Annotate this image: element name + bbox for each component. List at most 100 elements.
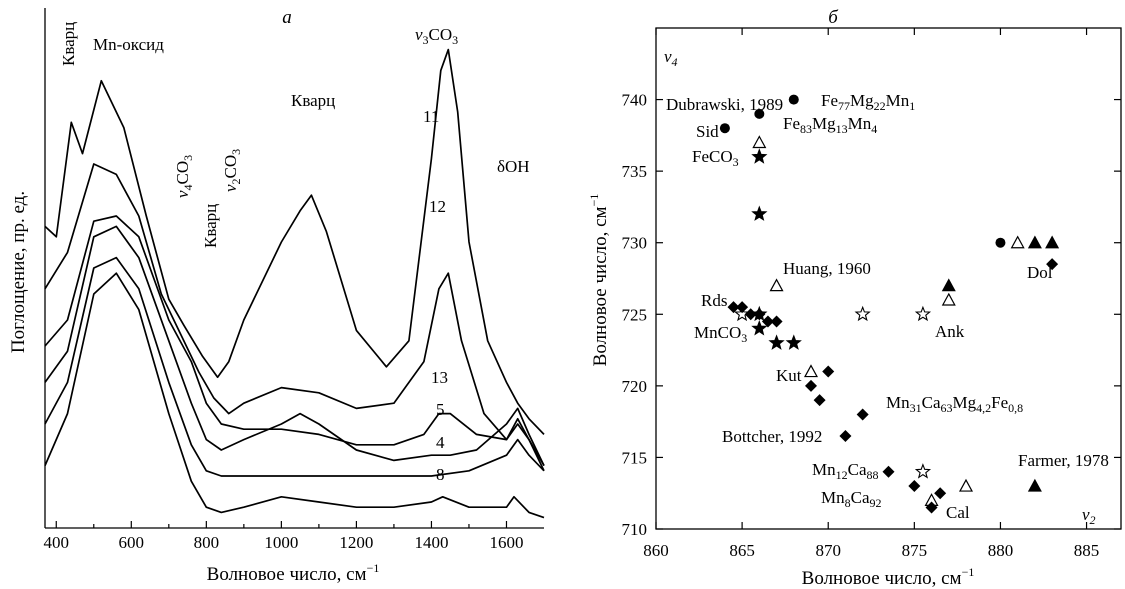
panel-b-x-tick-label-870: 870 <box>815 541 841 560</box>
point-triangle-open <box>958 478 974 492</box>
panel-a-y-axis-title: Поглощение, пр. ед. <box>8 191 29 353</box>
panel-b-x-axis-title: Волновое число, см−1 <box>802 565 975 589</box>
point-triangle <box>941 278 956 292</box>
panel-b-x-tick-label-860: 860 <box>643 541 669 560</box>
point-circle <box>788 94 799 105</box>
point-diamond <box>1046 258 1059 271</box>
annot-delta-oh: δOH <box>497 157 530 176</box>
label-feco3: FeCO3 <box>692 147 739 169</box>
label-fe83: Fe83Mg13Mn4 <box>783 114 877 136</box>
label-fe77: Fe77Mg22Mn1 <box>821 91 915 113</box>
panel-a-label: а <box>282 7 292 28</box>
panel-b-y-tick-label-710: 710 <box>622 520 648 539</box>
curve-label-4: 4 <box>436 433 445 452</box>
point-diamond <box>770 315 783 328</box>
panel-b-x-tick-label-880: 880 <box>988 541 1014 560</box>
point-star-open <box>854 305 871 322</box>
point-star <box>751 205 768 221</box>
panel-b-y-tick-label-735: 735 <box>622 162 648 181</box>
point-star <box>768 334 785 350</box>
label-huang: Huang, 1960 <box>783 259 871 278</box>
point-diamond <box>908 480 921 493</box>
panel-b-x-axis-title-unit: −1 <box>962 565 975 579</box>
panel-b-y-tick-label-730: 730 <box>622 234 648 253</box>
point-diamond <box>736 301 749 314</box>
label-dol: Dol <box>1027 263 1053 282</box>
panel-b-x-tick-label-885: 885 <box>1074 541 1100 560</box>
panel-a-x-axis-title: Волновое число, см−1 <box>207 561 380 585</box>
point-diamond <box>822 365 835 378</box>
point-triangle <box>1027 235 1042 249</box>
panel-b-y-tick-label-740: 740 <box>622 91 648 110</box>
panel-b-y-axis-title-text: Волновое число, см <box>590 206 611 366</box>
point-diamond <box>727 301 740 314</box>
spectrum-curve-5 <box>44 225 545 466</box>
annot-quartz-2: Кварц <box>201 204 220 248</box>
annot-v3co3: v3CO3 <box>415 25 458 47</box>
label-mnco3: MnCO3 <box>694 323 747 345</box>
point-diamond <box>761 315 774 328</box>
panel-a-x-tick-label-800: 800 <box>194 533 220 552</box>
curve-label-13: 13 <box>431 368 448 387</box>
panel-a-x-tick-label-400: 400 <box>44 533 70 552</box>
label-mn12: Mn12Ca88 <box>812 460 879 482</box>
spectrum-curve-12 <box>44 163 545 472</box>
annot-quartz-3: Кварц <box>291 91 335 110</box>
point-triangle-open <box>752 135 767 149</box>
corner-label-v4: v4 <box>664 47 678 69</box>
panel-a-x-tick-label-1600: 1600 <box>489 533 523 552</box>
panel-a: а 400 600 800 1000 1200 1400 1600 Волновое чис… <box>8 7 545 585</box>
curve-label-12: 12 <box>429 197 446 216</box>
panel-b-x-axis-title-text: Волновое число, см <box>802 568 962 589</box>
point-diamond <box>839 429 852 442</box>
panel-a-x-axis-title-text: Волновое число, см <box>207 564 367 585</box>
panel-a-x-tick-label-1000: 1000 <box>264 533 298 552</box>
point-star-open <box>914 305 932 322</box>
panel-b-points <box>719 94 1060 514</box>
panel-b-frame <box>655 27 1122 530</box>
panel-b-y-axis-title-unit: −1 <box>587 194 601 207</box>
annot-quartz-1: Кварц <box>59 22 78 66</box>
point-diamond <box>813 394 826 407</box>
panel-a-x-ticks: 400 600 800 1000 1200 1400 1600 <box>44 521 523 552</box>
panel-b-x-tick-label-875: 875 <box>902 541 928 560</box>
point-triangle-open <box>1010 235 1025 249</box>
point-triangle <box>1027 478 1042 492</box>
point-diamond <box>856 408 869 421</box>
curve-label-5: 5 <box>436 400 445 419</box>
corner-label-v2: v2 <box>1082 505 1096 527</box>
annot-v4co3: v4CO3 <box>173 155 195 198</box>
point-diamond <box>934 487 947 500</box>
point-star-open <box>914 463 932 479</box>
panel-b-x-tick-label-865: 865 <box>729 541 755 560</box>
point-diamond <box>882 465 895 478</box>
point-circle <box>995 237 1006 248</box>
point-circle <box>754 108 765 119</box>
label-mn31: Mn31Ca63Mg4,2Fe0,8 <box>886 393 1023 415</box>
panel-a-x-tick-label-1200: 1200 <box>339 533 373 552</box>
point-star <box>751 320 768 336</box>
panel-b-y-tick-label-715: 715 <box>622 448 648 467</box>
point-triangle-open <box>769 278 784 292</box>
curve-label-11: 11 <box>423 107 439 126</box>
point-triangle-open <box>803 364 819 378</box>
annot-v2co3: v2CO3 <box>221 149 243 192</box>
panel-b-ticks: 860 865 870 875 880 885 710 715 720 725 730 735 740 <box>622 28 1121 560</box>
label-ank: Ank <box>935 322 965 341</box>
panel-a-x-axis-title-unit: −1 <box>367 561 380 575</box>
curve-label-8: 8 <box>436 465 445 484</box>
label-rds: Rds <box>701 291 727 310</box>
spectrum-curve-13 <box>44 215 545 467</box>
panel-b-label: б <box>828 7 839 28</box>
panel-a-x-tick-label-1400: 1400 <box>414 533 448 552</box>
label-kut: Kut <box>776 366 802 385</box>
panel-b-y-tick-label-725: 725 <box>622 305 648 324</box>
point-triangle <box>1045 235 1060 249</box>
point-star <box>751 148 768 164</box>
label-sid: Sid <box>696 122 719 141</box>
point-diamond <box>925 501 938 514</box>
label-farmer: Farmer, 1978 <box>1018 451 1109 470</box>
point-diamond <box>744 308 757 321</box>
point-triangle-open <box>941 292 956 306</box>
